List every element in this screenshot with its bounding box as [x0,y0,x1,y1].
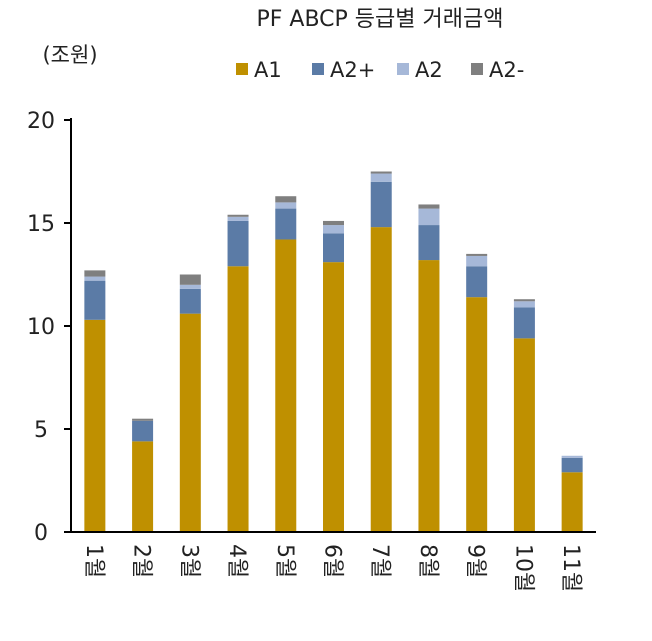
bar-segment-A1-6월 [323,262,344,532]
y-tick-label: 20 [27,109,55,134]
y-tick-label: 0 [34,521,48,546]
bar-segment-A2-8월 [418,208,440,226]
bar-segment-A2+-7월 [370,181,392,228]
bar-segment-A1-4월 [227,266,249,532]
legend-label-A1: A1 [254,58,282,82]
unit-label: (조원) [42,43,97,67]
bar-segment-A2+-9월 [466,266,488,298]
bar-segment-A2+-5월 [275,208,297,240]
x-tick-label: 5월 [272,544,297,578]
bar-segment-A2--9월 [466,253,488,256]
bar-segment-A2--3월 [179,274,201,285]
bar-segment-A2+-11월 [561,457,583,473]
x-tick-label: 8월 [415,544,440,578]
bar-segment-A2--1월 [84,270,106,277]
bar-segment-A2-10월 [513,301,535,308]
x-tick-label: 11월 [558,544,583,592]
bar-segment-A2-1월 [84,276,106,281]
bar-segment-A1-1월 [84,319,106,532]
x-tick-label: 1월 [81,544,106,578]
bar-segment-A1-8월 [418,260,440,532]
bar-segment-A2+-2월 [132,420,154,442]
bar-segment-A2-11월 [561,455,583,458]
bar-segment-A2--10월 [513,299,535,302]
bar-segment-A2-4월 [227,216,249,221]
x-tick-label: 10월 [510,544,535,592]
bar-segment-A1-3월 [179,313,201,532]
bar-segment-A1-9월 [466,297,488,532]
x-tick-label: 4월 [224,544,249,578]
legend-label-A2-: A2- [489,58,524,82]
bar-segment-A2-3월 [179,284,201,289]
bar-segment-A1-10월 [513,338,535,532]
bar-segment-A2+-4월 [227,220,249,267]
x-tick-label: 2월 [129,544,154,578]
x-axis-labels: 1월 2월 3월 4월 5월 6월 7월 8월 9월 10월 11월 [81,544,583,592]
x-tick-label: 9월 [463,544,488,578]
bar-segment-A2--4월 [227,214,249,217]
bar-segment-A2-6월 [323,225,344,234]
bar-segment-A1-11월 [561,472,583,532]
bar-segment-A2--5월 [275,196,297,203]
y-tick-label: 5 [34,418,48,443]
legend: A1 A2+ A2 A2- [236,58,524,82]
bar-segment-A2+-3월 [179,288,201,314]
x-tick-label: 3월 [176,544,201,578]
legend-swatch-A2- [471,63,483,75]
bars [84,171,583,533]
chart-title: PF ABCP 등급별 거래금액 [257,7,504,32]
y-tick-label: 15 [27,212,55,237]
bar-segment-A2+-6월 [323,233,344,263]
bar-segment-A1-7월 [370,227,392,532]
y-axis-ticks: 0 5 10 15 20 [27,109,71,546]
bar-segment-A1-2월 [132,441,154,532]
bar-segment-A2-5월 [275,202,297,209]
x-tick-label: 7월 [367,544,392,578]
bar-segment-A2--7월 [370,171,392,174]
legend-swatch-A1 [236,63,248,75]
x-tick-label: 6월 [320,544,345,578]
bar-segment-A2--6월 [323,220,344,226]
bar-segment-A2--2월 [132,418,154,421]
y-tick-label: 10 [27,315,55,340]
legend-swatch-A2+ [312,63,324,75]
bar-segment-A2--8월 [418,204,440,209]
bar-segment-A2+-1월 [84,280,106,320]
bar-segment-A2-9월 [466,255,488,267]
legend-label-A2: A2 [415,58,443,82]
legend-label-A2+: A2+ [330,58,375,82]
bar-segment-A2+-10월 [513,307,535,339]
bar-segment-A1-5월 [275,239,297,533]
bar-segment-A2-7월 [370,173,392,182]
bar-segment-A2+-8월 [418,225,440,261]
legend-swatch-A2 [397,63,409,75]
